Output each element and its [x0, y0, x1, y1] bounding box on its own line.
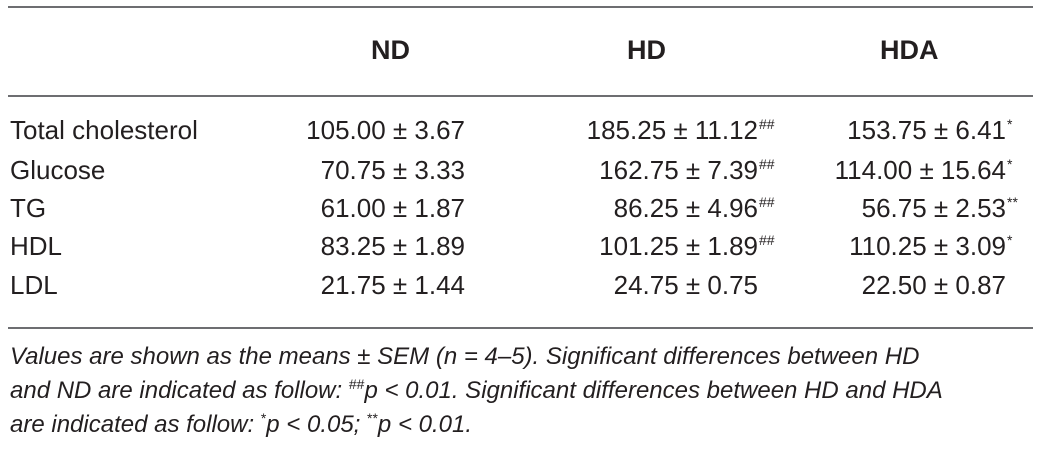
value-text: 110.25 ± 3.09 — [849, 231, 1006, 261]
significance-mark: ## — [759, 116, 775, 132]
footnote-text: p < 0.01. Significant differences betwee… — [364, 377, 943, 404]
value-text: 114.00 ± 15.64 — [834, 155, 1006, 185]
significance-mark: * — [260, 410, 267, 426]
row-label: Glucose — [10, 155, 106, 185]
significance-mark: ## — [759, 232, 775, 248]
row-label: HDL — [10, 231, 63, 261]
top-rule — [8, 6, 1033, 8]
significance-mark: * — [1007, 116, 1013, 132]
significance-mark: ** — [367, 410, 378, 426]
significance-mark: ## — [759, 156, 775, 172]
bottom-rule — [8, 327, 1033, 329]
header-rule — [8, 95, 1033, 97]
value-hd: 185.25 ± 11.12## — [586, 115, 775, 145]
header-hd: HD — [627, 35, 666, 65]
value-nd: 70.75 ± 3.33 — [320, 155, 465, 185]
significance-mark: * — [1007, 156, 1013, 172]
significance-mark: ## — [759, 194, 775, 210]
value-hd: 101.25 ± 1.89## — [599, 231, 774, 261]
header-nd: ND — [371, 35, 410, 65]
value-text: 86.25 ± 4.96 — [613, 193, 758, 223]
footnote-text: p < 0.01. — [377, 411, 472, 438]
footnote-text: and ND are indicated as follow: — [10, 377, 349, 404]
value-hd: 162.75 ± 7.39## — [599, 155, 774, 185]
footnote-line-1: Values are shown as the means ± SEM (n =… — [10, 343, 920, 370]
row-label: LDL — [10, 270, 58, 300]
value-text: 153.75 ± 6.41 — [847, 115, 1006, 145]
row-label: TG — [10, 193, 47, 223]
significance-mark: ** — [1007, 194, 1018, 210]
value-text: 24.75 ± 0.75 — [613, 270, 758, 300]
footnote-line-2: and ND are indicated as follow: ##p < 0.… — [10, 374, 1030, 408]
value-text: 22.50 ± 0.87 — [861, 270, 1006, 300]
value-hd: 24.75 ± 0.75 — [614, 270, 758, 300]
significance-mark: * — [1007, 232, 1013, 248]
value-nd: 83.25 ± 1.89 — [320, 231, 465, 261]
footnote-line-3: are indicated as follow: *p < 0.05; **p … — [10, 408, 1030, 442]
value-hda: 110.25 ± 3.09* — [849, 231, 1012, 261]
value-text: 185.25 ± 11.12 — [586, 115, 758, 145]
value-text: 101.25 ± 1.89 — [599, 231, 758, 261]
value-nd: 21.75 ± 1.44 — [320, 270, 465, 300]
significance-mark: ## — [348, 376, 365, 392]
footnote-text: are indicated as follow: — [10, 411, 261, 438]
header-hda: HDA — [880, 35, 939, 65]
footnote-text: p < 0.05; — [266, 411, 368, 438]
value-hda: 56.75 ± 2.53** — [861, 193, 1018, 223]
row-label: Total cholesterol — [10, 115, 198, 145]
value-nd: 105.00 ± 3.67 — [306, 115, 465, 145]
value-text: 56.75 ± 2.53 — [861, 193, 1006, 223]
table-footnote: Values are shown as the means ± SEM (n =… — [10, 340, 1030, 442]
value-hd: 86.25 ± 4.96## — [613, 193, 775, 223]
value-hda: 153.75 ± 6.41* — [847, 115, 1012, 145]
value-text: 162.75 ± 7.39 — [599, 155, 758, 185]
value-hda: 114.00 ± 15.64* — [834, 155, 1013, 185]
value-hda: 22.50 ± 0.87 — [862, 270, 1006, 300]
value-nd: 61.00 ± 1.87 — [320, 193, 465, 223]
